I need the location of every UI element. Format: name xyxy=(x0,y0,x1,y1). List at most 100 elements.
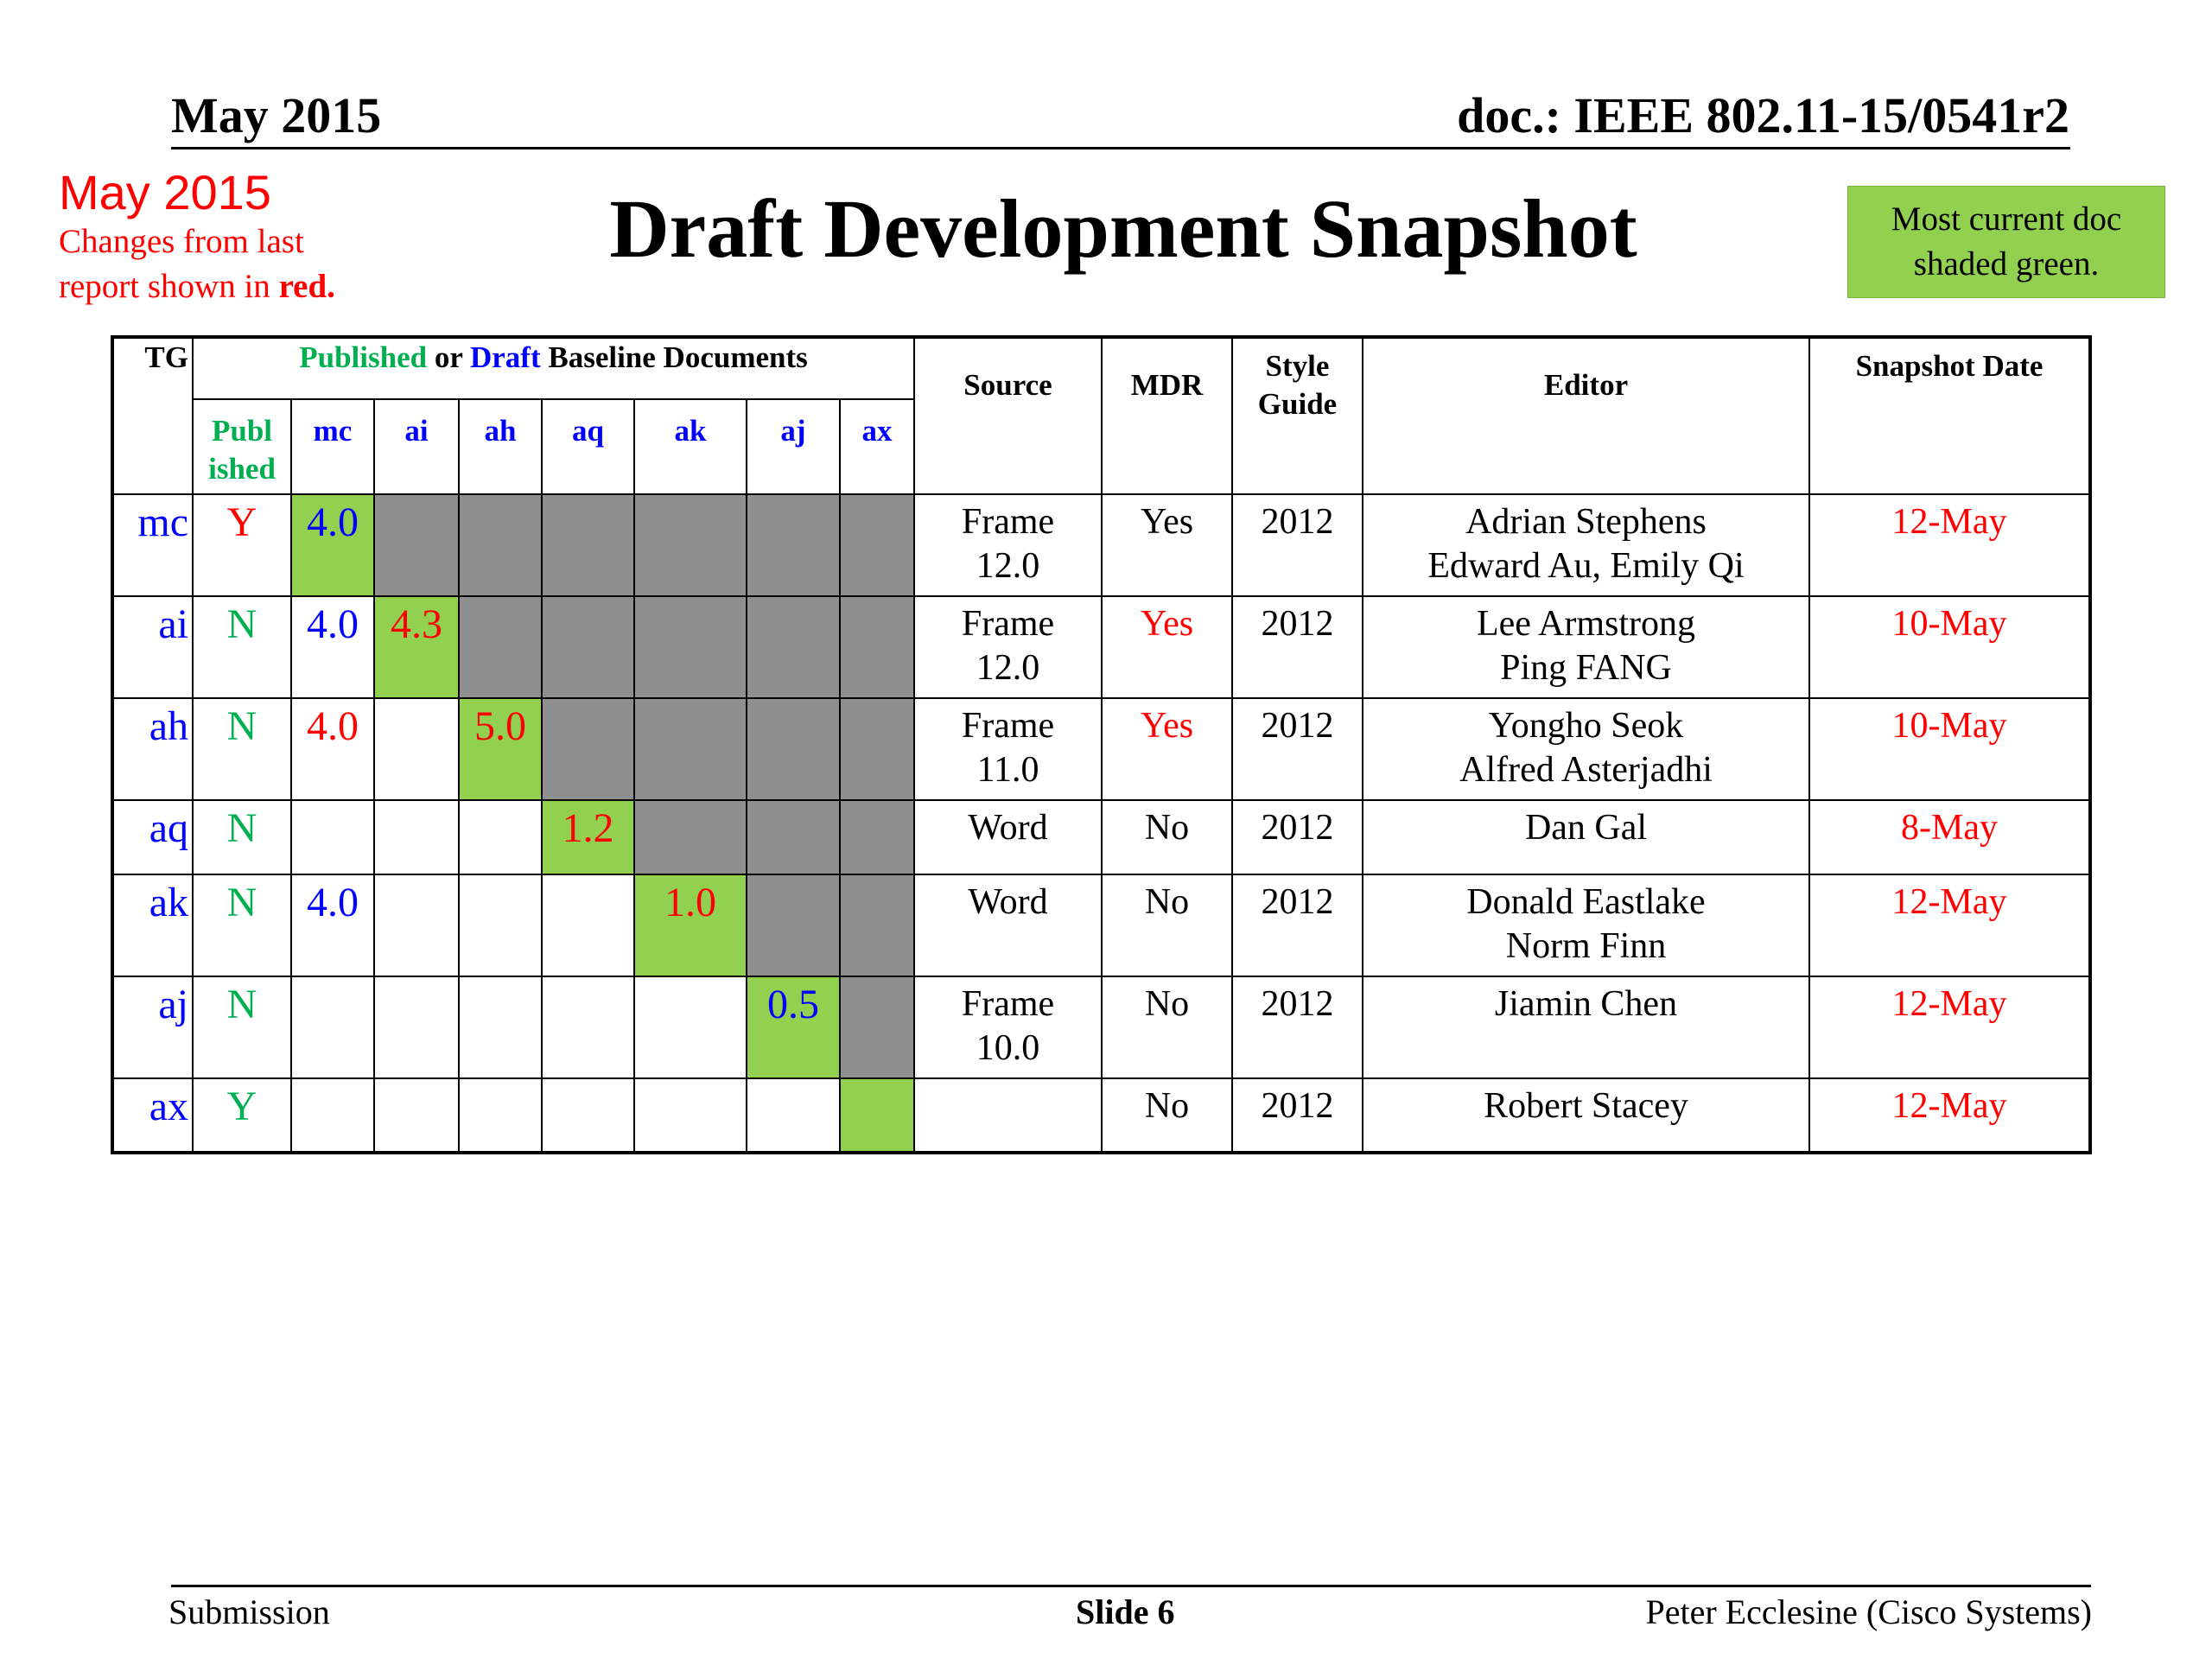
row-base-aq xyxy=(541,595,635,699)
table-row: mc Y 4.0 Frame 12.0 Yes 2012 Adrian Stephens Edw… xyxy=(111,493,2091,597)
row-source-line-1: Word xyxy=(968,808,1048,848)
row-base-aq xyxy=(541,493,635,597)
row-editor: Donald Eastlake Norm Finn xyxy=(1362,874,1810,977)
slide-title: Draft Development Snapshot xyxy=(609,182,1637,275)
row-editor-line-1: Yongho Seok xyxy=(1488,706,1684,746)
row-base-ah xyxy=(458,799,543,875)
table-row: ax Y No 2012 Robert Stacey 12-May xyxy=(111,1077,2091,1154)
header-published-bottom: ished xyxy=(208,452,276,486)
footer-rule xyxy=(171,1585,2091,1587)
row-mdr: Yes xyxy=(1101,493,1233,597)
header-rule xyxy=(171,147,2070,149)
row-style: 2012 xyxy=(1231,874,1363,977)
row-editor: Dan Gal xyxy=(1362,799,1810,875)
row-style: 2012 xyxy=(1231,493,1363,597)
row-source-line-1: Frame xyxy=(961,604,1055,644)
row-base-ai: 4.3 xyxy=(373,595,460,699)
row-style: 2012 xyxy=(1231,1077,1363,1154)
row-published: N xyxy=(192,595,292,699)
row-base-aj xyxy=(746,697,841,801)
row-base-aq xyxy=(541,874,635,977)
footer-author: Peter Ecclesine (Cisco Systems) xyxy=(1645,1592,2092,1631)
note-line-1: Changes from last xyxy=(59,223,304,260)
row-base-ak xyxy=(633,1077,747,1154)
header-col-mc: mc xyxy=(290,398,375,495)
row-base-ak xyxy=(633,799,747,875)
row-style: 2012 xyxy=(1231,595,1363,699)
row-tg: ah xyxy=(111,697,194,801)
row-editor-line-2: Alfred Asterjadhi xyxy=(1459,750,1713,790)
row-style: 2012 xyxy=(1231,697,1363,801)
row-base-mc: 4.0 xyxy=(290,493,375,597)
row-base-mc xyxy=(290,1077,375,1154)
row-editor-line-1: Jiamin Chen xyxy=(1494,984,1678,1024)
row-source: Frame 10.0 xyxy=(913,976,1103,1079)
row-base-ax xyxy=(839,1077,915,1154)
row-base-ai xyxy=(373,1077,460,1154)
row-editor-line-1: Robert Stacey xyxy=(1484,1086,1688,1126)
row-mdr: No xyxy=(1101,976,1233,1079)
row-base-aj xyxy=(746,799,841,875)
row-base-aj xyxy=(746,1077,841,1154)
table-row: ai N 4.0 4.3 Frame 12.0 Yes 2012 Lee Armstrong Pi… xyxy=(111,595,2091,699)
header-published: Publ ished xyxy=(192,398,292,495)
row-base-aq xyxy=(541,1077,635,1154)
row-base-ai xyxy=(373,874,460,977)
header-style-guide: Style Guide xyxy=(1231,336,1363,495)
row-snapshot-date: 12-May xyxy=(1808,493,2091,597)
row-base-ax xyxy=(839,595,915,699)
row-published: N xyxy=(192,799,292,875)
row-editor-line-1: Donald Eastlake xyxy=(1466,882,1706,922)
header-source: Source xyxy=(913,336,1103,495)
note-red-word: red. xyxy=(278,268,335,305)
header-doc-id: doc.: IEEE 802.11-15/0541r2 xyxy=(1457,87,2069,143)
row-tg: aq xyxy=(111,799,194,875)
row-editor-line-2: Ping FANG xyxy=(1500,648,1672,688)
row-source: Frame 11.0 xyxy=(913,697,1103,801)
header-style-bottom: Guide xyxy=(1257,387,1338,421)
footer-submission: Submission xyxy=(168,1592,330,1631)
header-editor: Editor xyxy=(1362,336,1810,495)
row-base-aj: 0.5 xyxy=(746,976,841,1079)
row-published: N xyxy=(192,697,292,801)
row-editor-line-2: Edward Au, Emily Qi xyxy=(1427,546,1745,586)
row-source-line-1: Frame xyxy=(961,706,1055,746)
row-base-aj xyxy=(746,595,841,699)
row-base-ax xyxy=(839,874,915,977)
row-editor: Yongho Seok Alfred Asterjadhi xyxy=(1362,697,1810,801)
row-mdr: No xyxy=(1101,874,1233,977)
row-base-ax xyxy=(839,799,915,875)
row-source: Frame 12.0 xyxy=(913,493,1103,597)
row-base-ak xyxy=(633,697,747,801)
row-editor: Adrian Stephens Edward Au, Emily Qi xyxy=(1362,493,1810,597)
row-base-ax xyxy=(839,697,915,801)
header-draft-word: Draft xyxy=(469,340,541,374)
row-base-ak: 1.0 xyxy=(633,874,747,977)
header-published-top: Publ xyxy=(211,414,273,448)
header-published-word: Published xyxy=(299,340,428,374)
row-base-ai xyxy=(373,976,460,1079)
row-base-mc xyxy=(290,976,375,1079)
footer-slide-number: Slide 6 xyxy=(1076,1592,1175,1631)
header-col-ak: ak xyxy=(633,398,747,495)
row-base-mc: 4.0 xyxy=(290,595,375,699)
note-line-2-text: report shown in xyxy=(59,268,279,305)
row-base-ah xyxy=(458,493,543,597)
row-editor-line-2: Norm Finn xyxy=(1505,926,1667,966)
header-snapshot-date: Snapshot Date xyxy=(1808,336,2091,495)
row-source-line-1: Word xyxy=(968,882,1048,922)
row-mdr: Yes xyxy=(1101,595,1233,699)
header-baseline-rest: Baseline Documents xyxy=(540,340,808,374)
row-style: 2012 xyxy=(1231,976,1363,1079)
row-source: Frame 12.0 xyxy=(913,595,1103,699)
row-base-aq xyxy=(541,976,635,1079)
row-published: N xyxy=(192,976,292,1079)
row-base-ak xyxy=(633,976,747,1079)
row-snapshot-date: 12-May xyxy=(1808,1077,2091,1154)
row-base-ah xyxy=(458,874,543,977)
header-or-word: or xyxy=(427,340,470,374)
row-editor-line-1: Adrian Stephens xyxy=(1465,502,1707,542)
header-col-aq: aq xyxy=(541,398,635,495)
row-tg: ax xyxy=(111,1077,194,1154)
row-source-line-2: 10.0 xyxy=(976,1028,1040,1068)
